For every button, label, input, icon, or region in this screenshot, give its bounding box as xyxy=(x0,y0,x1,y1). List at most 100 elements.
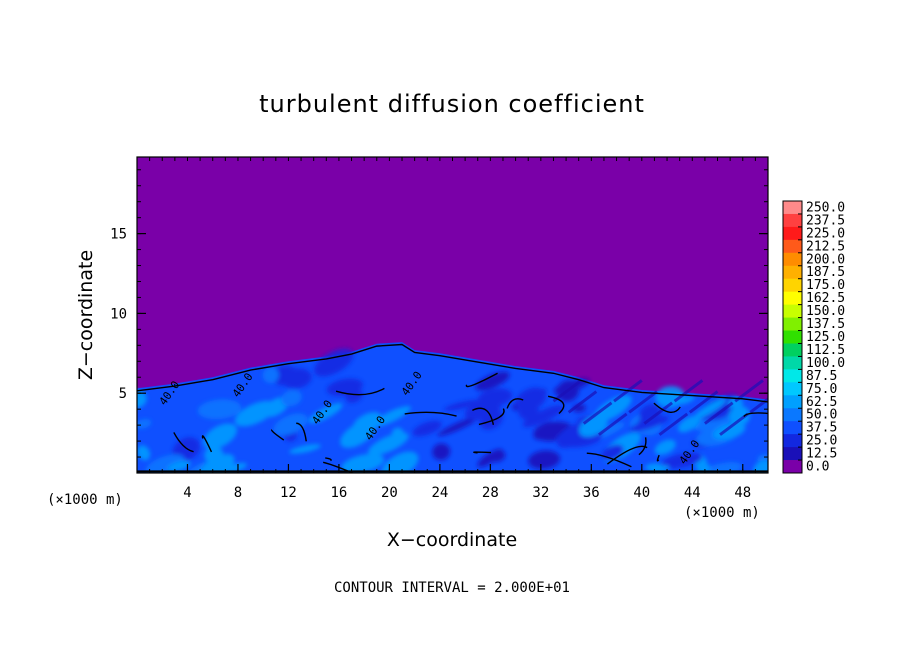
colorbar-swatch xyxy=(783,278,802,293)
chart-title: turbulent diffusion coefficient xyxy=(259,90,645,118)
turbulence-blob xyxy=(437,416,479,436)
x-tick-label: 36 xyxy=(583,485,600,501)
turbulence-blob xyxy=(528,450,561,470)
turbulence-texture xyxy=(137,348,768,473)
contour-top xyxy=(137,343,768,403)
colorbar-swatch xyxy=(783,395,802,409)
x-unit-left: (×1000 m) xyxy=(47,492,123,508)
contour-line xyxy=(296,422,307,442)
turbulence-blob xyxy=(234,400,276,427)
turbulence-blob xyxy=(729,405,750,426)
turbulence-blob xyxy=(677,415,700,433)
colorbar-frame xyxy=(782,200,803,474)
colorbar: 250.0237.5225.0212.5200.0187.5175.0162.5… xyxy=(782,200,845,475)
colorbar-swatch xyxy=(783,356,802,370)
contour-line xyxy=(404,411,457,417)
contour-line xyxy=(201,435,213,453)
turbulence-blob xyxy=(728,397,743,409)
streak xyxy=(628,390,658,414)
turbulence-blob xyxy=(475,371,510,391)
contour-line xyxy=(465,372,498,388)
colorbar-label: 0.0 xyxy=(806,460,829,475)
turbulence-blob xyxy=(654,439,676,455)
streak xyxy=(658,412,689,436)
turbulence-blob xyxy=(197,453,235,473)
turbulence-blob xyxy=(167,460,191,472)
contour-line xyxy=(472,407,495,425)
colorbar-swatch xyxy=(783,447,802,461)
x-tick-label: 32 xyxy=(532,485,549,501)
y-axis: 5 10 15 xyxy=(110,227,768,402)
x-unit-right: (×1000 m) xyxy=(684,505,760,521)
turbulence-blob xyxy=(432,443,451,461)
colorbar-label: 200.0 xyxy=(806,252,845,267)
colorbar-label: 125.0 xyxy=(806,330,845,345)
contour-line xyxy=(638,437,647,456)
contour-line xyxy=(325,457,332,462)
turbulence-blob xyxy=(753,460,768,473)
x-tick-label: 24 xyxy=(431,485,448,501)
streak xyxy=(643,401,673,425)
turbulence-blob xyxy=(522,405,564,428)
turbulence-blob xyxy=(676,395,695,405)
x-axis: 4 8 12 16 20 24 28 32 36 40 44 48 xyxy=(183,464,751,501)
colorbar-label: 75.0 xyxy=(806,382,837,397)
turbulence-blob xyxy=(204,446,224,463)
x-tick-label: 48 xyxy=(734,485,751,501)
colorbar-label: 87.5 xyxy=(806,369,837,384)
x-tick-label: 28 xyxy=(482,485,499,501)
streak xyxy=(567,390,598,414)
colorbar-label: 212.5 xyxy=(806,239,845,254)
turbulence-blob xyxy=(693,398,727,420)
contour-line xyxy=(506,398,524,409)
minor-ticks xyxy=(137,157,768,473)
turbulence-blob xyxy=(515,387,547,412)
streak xyxy=(597,412,628,436)
colorbar-swatch xyxy=(783,252,802,267)
colorbar-swatch xyxy=(783,226,802,241)
colorbar-label: 100.0 xyxy=(806,356,845,371)
contour-line xyxy=(653,402,681,413)
colorbar-swatch xyxy=(783,265,802,280)
contour-line xyxy=(173,432,194,453)
x-tick-label: 44 xyxy=(684,485,701,501)
colorbar-swatch xyxy=(783,434,802,448)
colorbar-swatch xyxy=(783,304,802,318)
colorbar-swatch xyxy=(783,201,802,215)
colorbar-label: 25.0 xyxy=(806,434,837,449)
contour-line xyxy=(656,454,660,462)
colorbar-label: 175.0 xyxy=(806,278,845,293)
y-axis-label: Z−coordinate xyxy=(75,250,97,380)
turbulence-blob xyxy=(197,399,242,420)
turbulence-blob xyxy=(203,423,237,449)
colorbar-swatch xyxy=(783,421,802,435)
plot-area: 40.0 40.040.040.040.040.0 xyxy=(136,156,769,474)
colorbar-label: 225.0 xyxy=(806,226,845,241)
colorbar-label: 62.5 xyxy=(806,395,837,410)
colorbar-swatch xyxy=(783,408,802,422)
turbulence-blob xyxy=(273,413,308,436)
streak xyxy=(552,379,583,403)
colorbar-swatch xyxy=(783,239,802,254)
turbulence-blob xyxy=(412,420,442,437)
colorbar-swatch xyxy=(783,343,802,357)
x-tick-label: 20 xyxy=(381,485,398,501)
y-tick-label: 15 xyxy=(110,227,127,243)
colorbar-swatch xyxy=(783,317,802,331)
x-tick-label: 8 xyxy=(234,485,242,501)
colorbar-label: 112.5 xyxy=(806,343,845,358)
x-tick-label: 40 xyxy=(633,485,650,501)
contour-line xyxy=(743,412,768,418)
turbulence-blob xyxy=(629,416,669,432)
turbulence-blob xyxy=(340,420,377,448)
streak xyxy=(582,401,613,425)
y-tick-label: 10 xyxy=(110,306,127,322)
turbulence-blob xyxy=(345,389,363,403)
colorbar-label: 162.5 xyxy=(806,291,845,306)
streak xyxy=(734,379,764,403)
turbulence-blob xyxy=(281,389,302,407)
contour-line xyxy=(270,429,285,441)
turbulence-blob xyxy=(489,450,506,463)
streak xyxy=(673,379,704,403)
x-tick-label: 12 xyxy=(280,485,297,501)
